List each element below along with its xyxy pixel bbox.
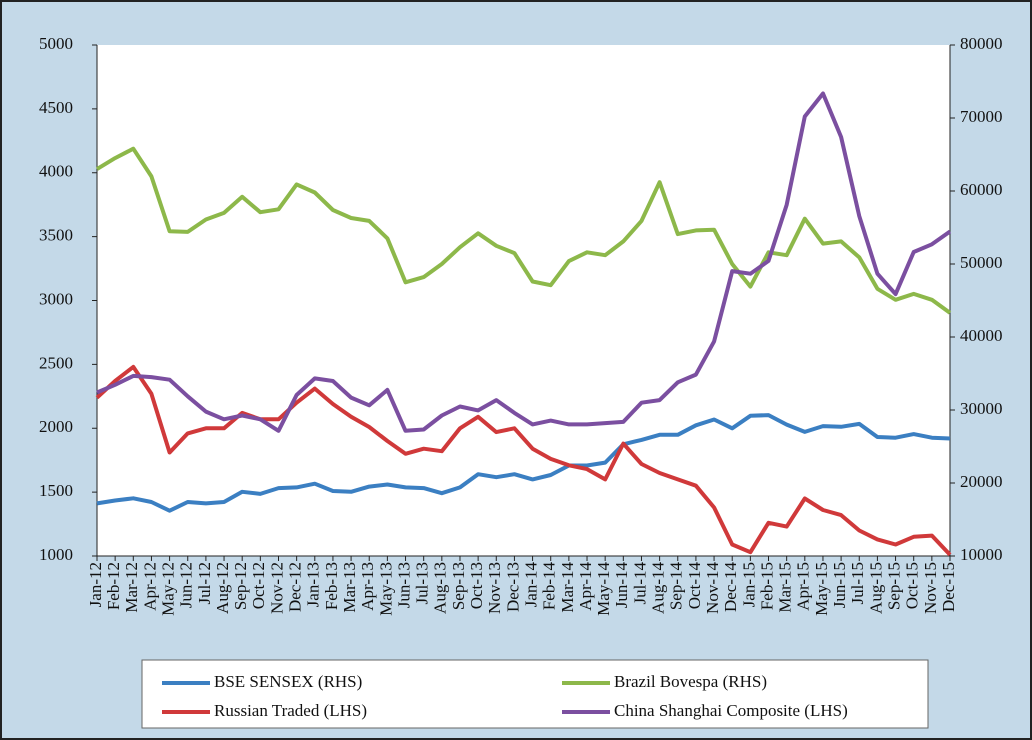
- x-tick-label: Feb-13: [322, 562, 341, 610]
- y2-tick-label: 20000: [960, 472, 1003, 491]
- y-tick-label: 3000: [39, 289, 73, 308]
- x-tick-label: Mar-13: [340, 562, 359, 613]
- x-tick-label: Feb-15: [757, 562, 776, 610]
- x-tick-label: May-15: [812, 562, 831, 616]
- x-tick-label: Aug-15: [866, 562, 885, 614]
- x-tick-label: Jul-15: [848, 562, 867, 605]
- x-tick-label: Oct-15: [903, 562, 922, 609]
- x-tick-label: Jul-12: [195, 562, 214, 605]
- x-tick-label: Jan-14: [521, 562, 540, 608]
- y-tick-label: 2500: [39, 353, 73, 372]
- legend-box: [141, 659, 929, 729]
- x-tick-label: Jul-14: [630, 562, 649, 605]
- y2-tick-label: 30000: [960, 399, 1003, 418]
- x-tick-label: Sep-15: [884, 562, 903, 610]
- x-tick-label: Sep-13: [449, 562, 468, 610]
- x-tick-label: Jan-13: [304, 562, 323, 607]
- series-line: [95, 146, 952, 315]
- x-tick-label: Apr-13: [358, 562, 377, 611]
- y-tick-label: 1500: [39, 481, 73, 500]
- x-tick-label: Jan-15: [739, 562, 758, 607]
- x-tick-label: Dec-14: [721, 562, 740, 613]
- x-tick-label: Feb-12: [104, 562, 123, 610]
- x-tick-label: Nov-15: [921, 562, 940, 614]
- x-tick-label: Apr-14: [576, 562, 595, 611]
- y-tick-label: 4500: [39, 98, 73, 117]
- x-tick-label: Jan-12: [86, 562, 105, 607]
- x-tick-label: Dec-13: [503, 562, 522, 612]
- x-tick-label: May-14: [594, 562, 613, 616]
- y-tick-label: 5000: [39, 34, 73, 53]
- y2-tick-label: 40000: [960, 326, 1003, 345]
- x-tick-label: Apr-15: [794, 562, 813, 611]
- y-tick-label: 2000: [39, 417, 73, 436]
- series-line: [96, 413, 951, 513]
- x-tick-label: May-13: [376, 562, 395, 616]
- x-tick-label: Jun-12: [177, 562, 196, 608]
- x-tick-label: Sep-14: [667, 562, 686, 611]
- x-tick-label: Mar-14: [558, 562, 577, 613]
- y2-tick-label: 60000: [960, 180, 1003, 199]
- series-line: [96, 91, 952, 433]
- y2-tick-label: 80000: [960, 34, 1003, 53]
- x-tick-label: Sep-12: [231, 562, 250, 610]
- x-tick-label: Dec-12: [286, 562, 305, 612]
- x-tick-label: Oct-13: [467, 562, 486, 609]
- x-tick-label: Oct-14: [685, 562, 704, 610]
- y-tick-label: 4000: [39, 162, 73, 181]
- x-tick-label: Jul-13: [413, 562, 432, 605]
- x-tick-label: Apr-12: [140, 562, 159, 611]
- legend-label: Russian Traded (LHS): [214, 701, 367, 720]
- legend-label: China Shanghai Composite (LHS): [614, 701, 848, 720]
- y2-tick-label: 10000: [960, 545, 1003, 564]
- x-tick-label: Nov-12: [267, 562, 286, 614]
- legend-label: BSE SENSEX (RHS): [214, 672, 362, 691]
- y2-tick-label: 50000: [960, 253, 1003, 272]
- x-tick-label: Aug-13: [431, 562, 450, 614]
- x-tick-label: Mar-15: [776, 562, 795, 613]
- y-tick-label: 3500: [39, 226, 73, 245]
- x-tick-label: Feb-14: [540, 562, 559, 611]
- x-tick-label: Aug-14: [649, 562, 668, 614]
- x-tick-label: Jun-13: [394, 562, 413, 608]
- x-tick-label: Dec-15: [939, 562, 958, 612]
- legend-label: Brazil Bovespa (RHS): [614, 672, 767, 691]
- x-tick-label: Nov-13: [485, 562, 504, 614]
- plot-area: [97, 45, 950, 556]
- x-tick-label: Jun-14: [612, 562, 631, 609]
- y2-tick-label: 70000: [960, 107, 1003, 126]
- x-tick-label: May-12: [159, 562, 178, 616]
- x-tick-label: Mar-12: [122, 562, 141, 613]
- x-tick-label: Jun-15: [830, 562, 849, 608]
- y-tick-label: 1000: [39, 545, 73, 564]
- x-tick-label: Nov-14: [703, 562, 722, 614]
- x-tick-label: Oct-12: [249, 562, 268, 609]
- x-tick-label: Aug-12: [213, 562, 232, 614]
